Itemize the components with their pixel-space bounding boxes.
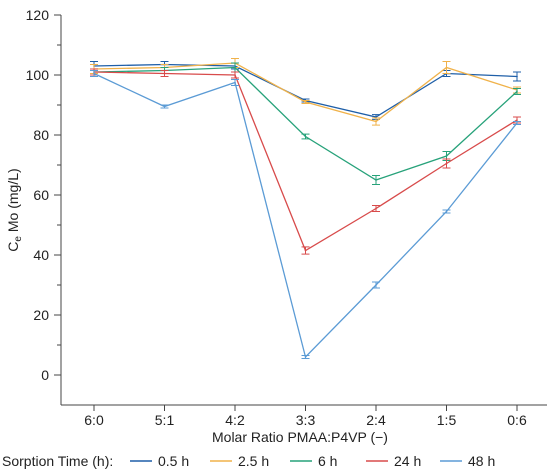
y-axis: 0 20 40 60 80 100 120 Ce Mo (mg/L) [5, 7, 62, 405]
x-tick-label: 1:5 [437, 412, 457, 428]
y-axis-title: Ce Mo (mg/L) [5, 168, 24, 251]
data-point [163, 105, 166, 108]
y-tick-label: 100 [26, 67, 50, 83]
x-tick-label: 2:4 [366, 412, 386, 428]
series-2-5-h [90, 58, 521, 126]
legend-label: 24 h [394, 453, 421, 469]
data-point [163, 72, 166, 75]
legend-label: 0.5 h [158, 453, 189, 469]
series-line [93, 63, 518, 118]
y-tick-label: 120 [26, 7, 50, 23]
data-point [445, 162, 448, 165]
legend-item: 2.5 h [210, 453, 269, 469]
data-point [375, 116, 377, 118]
y-tick-label: 60 [33, 187, 49, 203]
x-tick-label: 0:6 [507, 412, 527, 428]
data-point [234, 74, 236, 76]
x-tick-label: 4:2 [225, 412, 245, 428]
data-point [234, 81, 236, 84]
x-axis: 6:0 5:1 4:2 3:3 2:4 1:5 0:6 Molar Ratio PMAA:P… [61, 404, 547, 445]
data-point [445, 155, 448, 157]
legend-item: 6 h [290, 453, 337, 469]
x-tick-label: 5:1 [155, 412, 175, 428]
series-group [90, 58, 521, 359]
legend-title: Sorption Time (h): [2, 453, 113, 469]
legend-item: 48 h [440, 453, 495, 469]
data-point [516, 119, 518, 121]
y-tick-label: 40 [33, 247, 49, 263]
data-point [445, 210, 448, 213]
data-point [516, 75, 518, 78]
legend-label: 6 h [318, 453, 337, 469]
series-line [93, 66, 518, 181]
data-point [375, 207, 377, 210]
data-point [304, 101, 307, 103]
x-ticks: 6:0 5:1 4:2 3:3 2:4 1:5 0:6 [84, 405, 527, 428]
legend-item: 0.5 h [130, 453, 189, 469]
legend: Sorption Time (h): 0.5 h 2.5 h 6 h 24 h 48 h [2, 453, 495, 469]
series-48-h [90, 70, 521, 359]
data-point [375, 284, 377, 286]
data-point [304, 249, 307, 252]
data-point [375, 120, 377, 123]
data-point [304, 135, 307, 138]
data-point [516, 122, 518, 124]
data-point [375, 179, 377, 181]
x-tick-label: 3:3 [296, 412, 316, 428]
x-axis-title: Molar Ratio PMAA:P4VP (−) [212, 429, 388, 445]
data-point [93, 72, 95, 75]
data-point [304, 356, 307, 358]
x-tick-label: 6:0 [84, 412, 104, 428]
y-tick-label: 0 [41, 367, 49, 383]
data-point [516, 90, 518, 93]
legend-label: 2.5 h [238, 453, 269, 469]
y-ticks: 0 20 40 60 80 100 120 [26, 7, 61, 383]
data-point [445, 66, 448, 69]
y-tick-label: 20 [33, 307, 49, 323]
series-24-h [90, 68, 521, 255]
series-line [93, 72, 518, 359]
data-point [234, 66, 236, 69]
series-line [93, 62, 518, 123]
series-6-h [90, 62, 521, 185]
legend-item: 24 h [366, 453, 421, 469]
y-tick-label: 80 [33, 127, 49, 143]
legend-label: 48 h [468, 453, 495, 469]
